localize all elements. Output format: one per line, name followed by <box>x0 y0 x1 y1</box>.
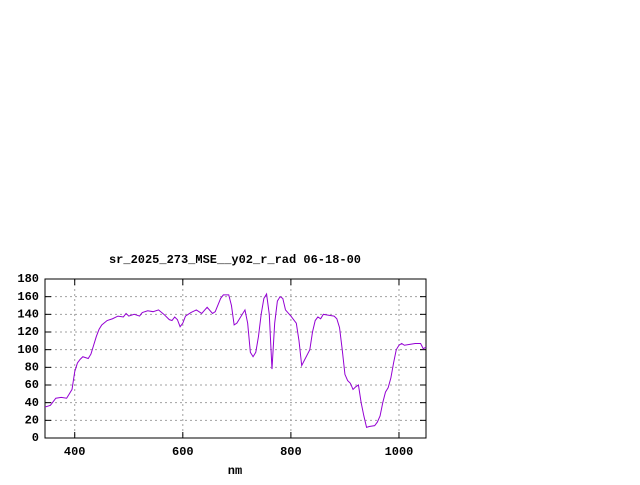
chart-title: sr_2025_273_MSE__y02_r_rad 06-18-00 <box>109 253 361 267</box>
y-tick-label: 60 <box>25 378 39 392</box>
y-tick-label: 100 <box>17 343 39 357</box>
y-tick-label: 160 <box>17 290 39 304</box>
x-tick-label: 600 <box>172 445 194 459</box>
x-tick-label: 400 <box>64 445 86 459</box>
y-tick-label: 0 <box>32 431 39 445</box>
x-tick-label: 800 <box>280 445 302 459</box>
x-tick-label: 1000 <box>385 445 414 459</box>
y-tick-label: 40 <box>25 396 39 410</box>
data-line <box>44 292 427 429</box>
x-axis-label: nm <box>228 464 242 478</box>
plot-frame <box>44 278 427 439</box>
y-tick-label: 180 <box>17 272 39 286</box>
y-tick-label: 80 <box>25 361 39 375</box>
y-tick-label: 140 <box>17 308 39 322</box>
y-tick-label: 120 <box>17 325 39 339</box>
y-tick-label: 20 <box>25 414 39 428</box>
